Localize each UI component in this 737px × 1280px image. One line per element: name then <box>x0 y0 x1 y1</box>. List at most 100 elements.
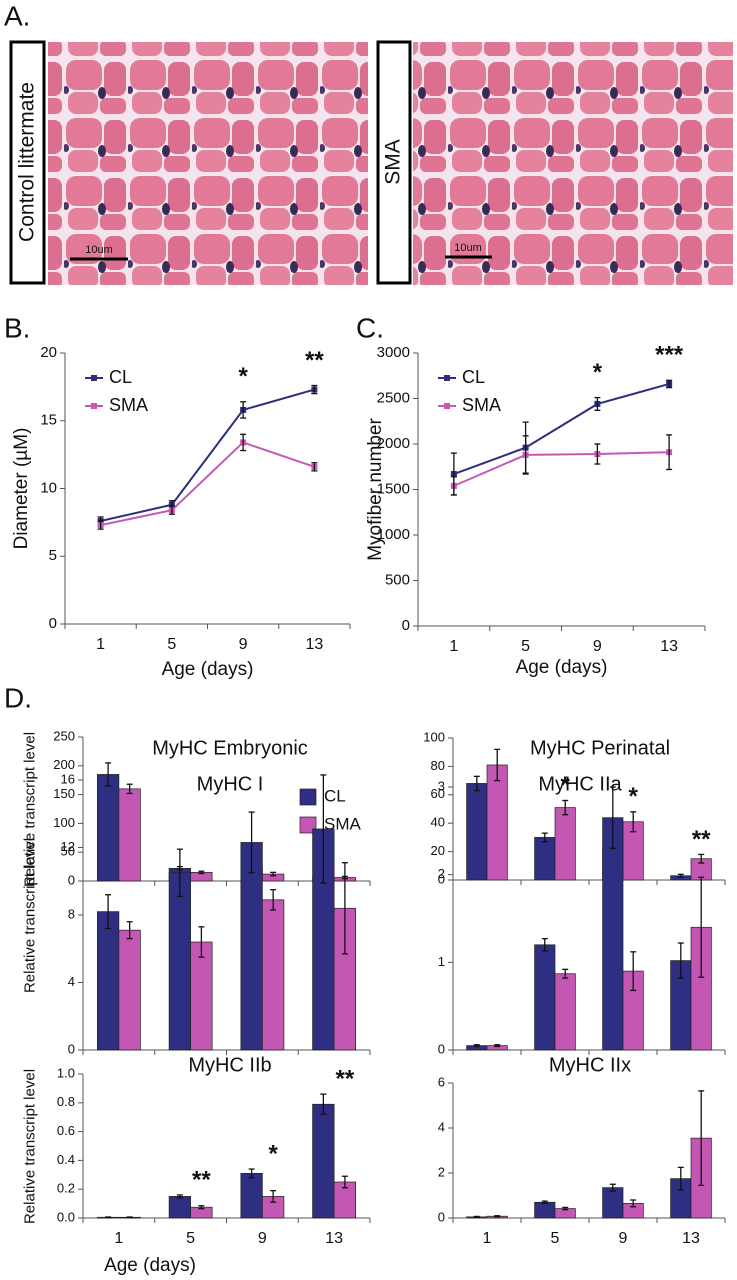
y-tick-label: 40 <box>431 815 445 830</box>
y-tick-label: 0 <box>438 1209 445 1224</box>
y-tick-label: 0.8 <box>57 1094 75 1109</box>
bar <box>312 1103 335 1219</box>
y-tick-label: 6 <box>438 1074 445 1089</box>
x-tick-label: 9 <box>239 636 248 653</box>
series-line <box>453 451 670 487</box>
y-tick-label: 0.4 <box>57 1152 75 1167</box>
y-tick-label: 80 <box>431 758 445 773</box>
panel-label: C. <box>356 312 384 343</box>
bar <box>168 1196 191 1219</box>
y-tick-label: 2500 <box>377 389 410 406</box>
y-tick-label: 0.6 <box>57 1123 75 1138</box>
image-label-box <box>9 40 46 285</box>
x-tick-label: 9 <box>258 1230 267 1247</box>
series-line <box>453 382 670 475</box>
chart-title: MyHC IIb <box>188 1054 271 1076</box>
y-tick-label: 0 <box>68 872 75 887</box>
y-tick-label: 5 <box>49 547 57 564</box>
bar <box>118 788 141 882</box>
image-label: Control littermate <box>16 82 39 242</box>
y-tick-label: 2 <box>438 866 445 881</box>
x-tick-label: 13 <box>682 1230 700 1247</box>
bar <box>534 1201 556 1219</box>
legend-marker <box>91 403 97 409</box>
y-tick-label: 500 <box>385 571 410 588</box>
y-tick-label: 0 <box>68 1041 75 1056</box>
y-axis-label: Diameter (µM) <box>11 428 32 550</box>
significance-label: * <box>629 783 639 810</box>
panel-label: B. <box>4 312 30 343</box>
legend-label: CL <box>324 786 346 805</box>
y-tick-label: 1.0 <box>57 1065 75 1080</box>
y-tick-label: 0 <box>49 615 57 632</box>
series-line <box>100 388 315 522</box>
chart-title: MyHC IIx <box>549 1054 631 1076</box>
x-axis-label: Age (days) <box>162 659 254 680</box>
significance-label: ** <box>192 1166 211 1193</box>
bar <box>554 807 576 881</box>
bar <box>602 817 624 1051</box>
histology-image <box>413 42 733 285</box>
y-axis-label: Myofiber number <box>365 418 386 561</box>
x-tick-label: 13 <box>325 1230 343 1247</box>
bar <box>466 783 488 881</box>
legend-marker <box>444 375 450 381</box>
legend-marker <box>91 375 97 381</box>
y-tick-label: 10 <box>40 479 57 496</box>
significance-label: ** <box>336 1066 355 1093</box>
bar <box>262 899 285 1051</box>
y-tick-label: 1000 <box>377 526 410 543</box>
bar <box>168 872 191 1051</box>
x-tick-label: 1 <box>96 636 105 653</box>
y-tick-label: 4 <box>438 1119 445 1134</box>
significance-label: *** <box>655 342 684 369</box>
significance-label: ** <box>692 826 711 853</box>
significance-label: * <box>561 772 571 799</box>
y-tick-label: 250 <box>53 728 75 743</box>
significance-label: * <box>238 363 248 390</box>
y-tick-label: 200 <box>53 757 75 772</box>
y-tick-label: 60 <box>431 786 445 801</box>
x-axis-label: Age (days) <box>104 1255 196 1276</box>
panel-label: A. <box>4 0 30 31</box>
panel-label: D. <box>4 682 32 713</box>
x-tick-label: 5 <box>551 1230 560 1247</box>
bar <box>534 837 556 881</box>
y-tick-label: 2 <box>438 1164 445 1179</box>
legend-swatch <box>299 788 317 806</box>
y-tick-label: 100 <box>53 815 75 830</box>
significance-label: * <box>268 1140 278 1167</box>
legend-label: CL <box>109 367 132 387</box>
y-tick-label: 8 <box>68 906 75 921</box>
y-tick-label: 0 <box>438 1041 445 1056</box>
y-axis-label: Relative transcript level <box>21 837 39 993</box>
y-tick-label: 0 <box>438 871 445 886</box>
x-tick-label: 5 <box>186 1230 195 1247</box>
bar <box>486 764 508 881</box>
y-tick-label: 150 <box>53 786 75 801</box>
x-tick-label: 13 <box>305 636 323 653</box>
y-tick-label: 12 <box>61 839 75 854</box>
bar <box>118 929 141 1051</box>
bar <box>190 941 213 1051</box>
y-tick-label: 0 <box>402 617 410 634</box>
significance-label: ** <box>305 347 324 374</box>
y-tick-label: 1 <box>438 954 445 969</box>
bar <box>602 1187 624 1219</box>
histology-image <box>48 42 368 285</box>
image-label-box <box>376 40 412 285</box>
y-tick-label: 100 <box>423 729 445 744</box>
bar <box>240 1173 263 1219</box>
chart-title: MyHC Embryonic <box>152 737 308 759</box>
bar <box>554 973 576 1051</box>
legend-label: CL <box>462 367 485 387</box>
x-tick-label: 9 <box>619 1230 628 1247</box>
y-axis-label: Relative transcript level <box>21 1068 39 1224</box>
legend-label: SMA <box>109 395 148 415</box>
bar <box>96 911 120 1051</box>
bar <box>96 774 120 882</box>
scale-bar-label: 10um <box>85 244 113 256</box>
x-tick-label: 1 <box>114 1230 123 1247</box>
